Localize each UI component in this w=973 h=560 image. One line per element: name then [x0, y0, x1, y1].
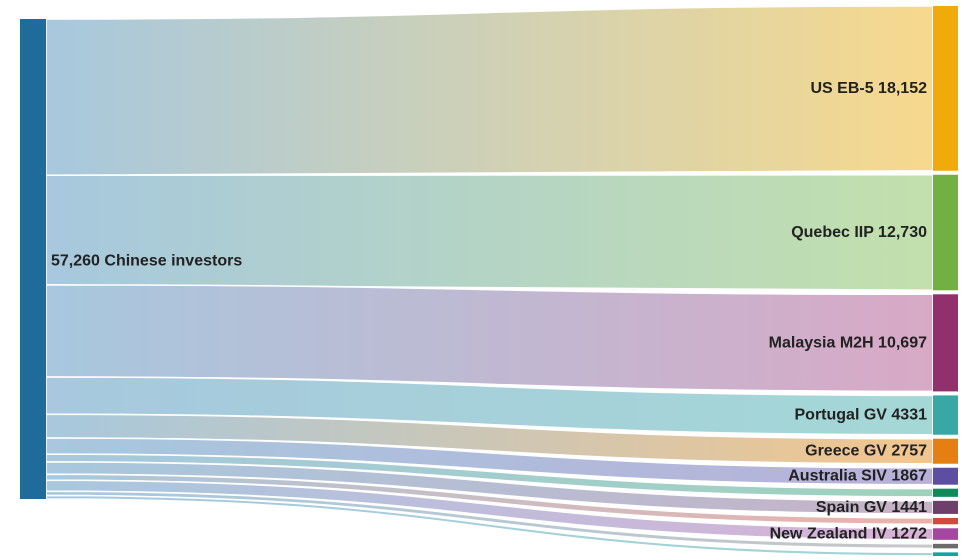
target-node-11 — [933, 552, 958, 556]
target-label-3: Portugal GV 4331 — [795, 407, 928, 424]
flow-2 — [45, 284, 934, 393]
target-label-5: Australia SIV 1867 — [788, 468, 927, 485]
flow-group — [45, 5, 934, 557]
node-group — [20, 6, 958, 556]
target-node-1 — [933, 174, 958, 291]
target-node-0 — [933, 6, 958, 171]
target-label-2: Malaysia M2H 10,697 — [769, 334, 927, 351]
target-node-2 — [933, 294, 958, 392]
target-node-5 — [933, 467, 958, 485]
source-node — [20, 19, 46, 499]
target-node-9 — [933, 528, 958, 540]
source-label: 57,260 Chinese investors — [51, 253, 242, 270]
label-group: US EB-5 18,152 Quebec IIP 12,730 Malaysia … — [51, 80, 927, 543]
target-label-9: New Zealand IV 1272 — [770, 526, 928, 543]
target-node-7 — [933, 500, 958, 514]
target-node-3 — [933, 395, 958, 435]
flow-7 — [45, 461, 934, 515]
target-node-10 — [933, 543, 958, 549]
flow-0 — [45, 5, 934, 177]
target-label-4: Greece GV 2757 — [805, 443, 927, 460]
flow-9 — [45, 479, 934, 541]
flow-4 — [45, 413, 934, 465]
target-label-7: Spain GV 1441 — [816, 499, 927, 516]
target-node-6 — [933, 488, 958, 497]
target-label-0: US EB-5 18,152 — [810, 80, 927, 97]
target-node-8 — [933, 517, 958, 525]
target-label-1: Quebec IIP 12,730 — [791, 224, 927, 241]
target-node-4 — [933, 438, 958, 464]
